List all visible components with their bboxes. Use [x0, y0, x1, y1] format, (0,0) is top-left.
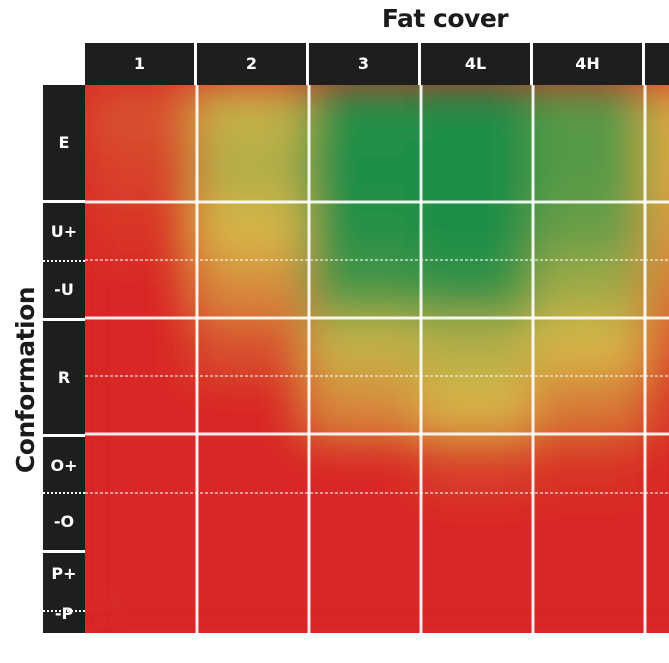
heat-cell — [307, 200, 423, 262]
heat-cell — [419, 316, 535, 378]
heat-cell — [307, 258, 423, 320]
heat-cell — [195, 141, 311, 204]
row-label-o-plus: O+ — [50, 455, 78, 475]
heat-cell — [85, 258, 199, 320]
heat-cell — [85, 374, 199, 436]
row-header-r: R — [43, 321, 85, 434]
heat-cell — [419, 258, 535, 320]
heat-cell — [531, 258, 647, 320]
row-divider-p — [43, 610, 85, 612]
heat-cell — [643, 491, 669, 633]
row-label-u-plus: U+ — [50, 222, 78, 242]
heat-cell — [195, 374, 311, 436]
heat-cell — [643, 141, 669, 204]
row-label-minus-p: -P — [54, 603, 74, 623]
heat-cell — [307, 374, 423, 436]
row-divider-u — [43, 260, 85, 262]
heat-cell — [531, 200, 647, 262]
heat-cell — [307, 432, 423, 495]
heat-cell — [419, 491, 535, 633]
row-label-minus-o: -O — [53, 512, 75, 532]
heat-cell — [195, 316, 311, 378]
heat-cell — [531, 374, 647, 436]
heat-cell — [531, 141, 647, 204]
heat-cell — [85, 491, 199, 633]
heat-cell — [85, 432, 199, 495]
heat-cell — [195, 200, 311, 262]
heat-cell — [531, 432, 647, 495]
col-header-4h: 4H — [533, 43, 642, 85]
heat-cell — [85, 200, 199, 262]
heat-cell — [419, 141, 535, 204]
col-header-5l — [645, 43, 669, 85]
row-header-p: P+ -P — [43, 553, 85, 633]
row-label-e: E — [58, 133, 70, 152]
heat-cell — [643, 374, 669, 436]
heat-cell — [643, 85, 669, 145]
heat-cell — [419, 200, 535, 262]
heat-cell — [195, 491, 311, 633]
heat-cell — [643, 316, 669, 378]
heat-cell — [307, 85, 423, 145]
heat-cell — [195, 432, 311, 495]
row-label-minus-u: -U — [54, 279, 74, 299]
heat-cell — [195, 85, 311, 145]
heat-cell — [419, 432, 535, 495]
row-label-p-plus: P+ — [51, 563, 77, 583]
heatmap-plot-area — [85, 85, 669, 633]
heat-cell — [419, 85, 535, 145]
heat-cell — [419, 374, 535, 436]
heat-cell — [85, 141, 199, 204]
heat-cell — [307, 141, 423, 204]
col-header-1: 1 — [85, 43, 194, 85]
y-axis-label: Conformation — [11, 286, 40, 474]
heat-cell — [85, 85, 199, 145]
heat-cell — [307, 316, 423, 378]
heat-cell — [85, 316, 199, 378]
heat-cell — [307, 491, 423, 633]
col-header-2: 2 — [197, 43, 306, 85]
row-header-e: E — [43, 85, 85, 200]
heat-cell — [195, 258, 311, 320]
row-divider-o — [43, 492, 85, 494]
heat-cell — [643, 200, 669, 262]
heat-cell — [531, 316, 647, 378]
chart-title: Fat cover — [381, 4, 509, 33]
col-header-4l: 4L — [421, 43, 530, 85]
heat-cell — [643, 432, 669, 495]
col-header-3: 3 — [309, 43, 418, 85]
heat-cell — [531, 85, 647, 145]
row-label-r: R — [57, 368, 71, 387]
heat-cell — [531, 491, 647, 633]
heat-cell — [643, 258, 669, 320]
